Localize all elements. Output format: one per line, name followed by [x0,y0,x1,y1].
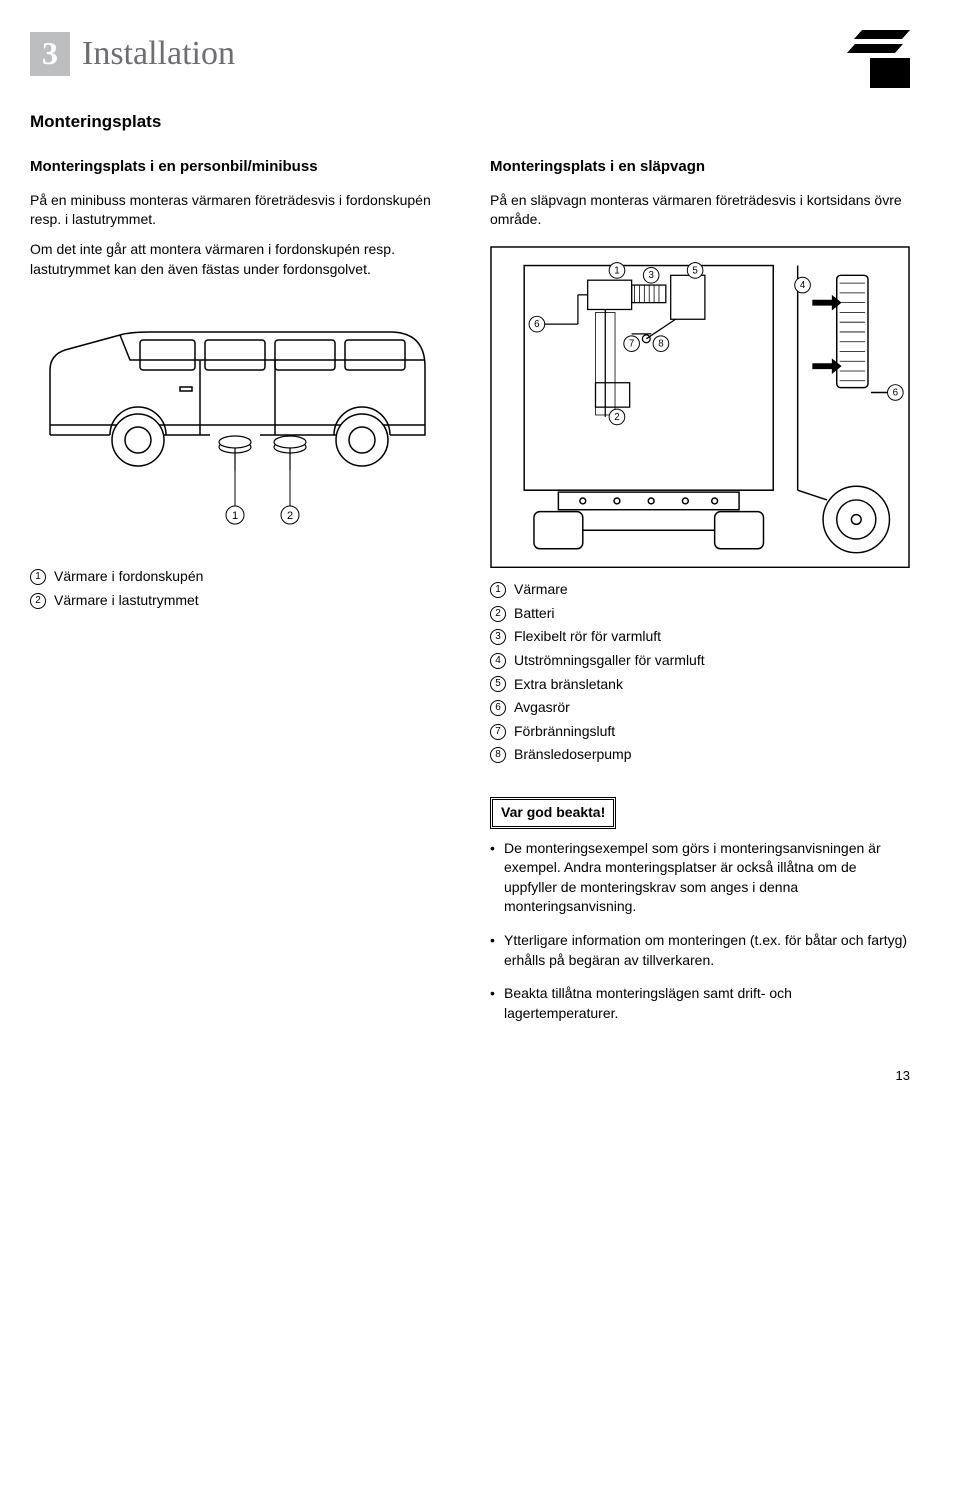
legend-item: 8 Bränsledoserpump [490,745,910,765]
legend-label: Värmare i lastutrymmet [54,591,199,611]
svg-text:7: 7 [629,339,634,350]
legend-item: 2 Batteri [490,604,910,624]
legend-number: 7 [490,724,506,740]
notice-bullets: De monteringsexempel som görs i monterin… [490,839,910,1024]
svg-text:5: 5 [692,265,698,276]
chapter-title: Installation [82,30,235,78]
legend-number: 4 [490,653,506,669]
bullet-item: Ytterligare information om monteringen (… [490,931,910,970]
legend-item: 4 Utströmningsgaller för varmluft [490,651,910,671]
legend-label: Förbränningsluft [514,722,615,742]
legend-item: 2 Värmare i lastutrymmet [30,591,450,611]
legend-item: 5 Extra bränsletank [490,675,910,695]
chapter-number: 3 [30,32,70,76]
legend-label: Batteri [514,604,554,624]
svg-text:8: 8 [658,339,663,350]
legend-label: Bränsledoserpump [514,745,632,765]
legend-label: Avgasrör [514,698,570,718]
right-column: Monteringsplats i en släpvagn På en släp… [490,156,910,1038]
legend-item: 7 Förbränningsluft [490,722,910,742]
chapter-block: 3 Installation [30,30,235,78]
legend-number: 2 [490,606,506,622]
legend-number: 1 [490,582,506,598]
svg-text:6: 6 [534,319,539,330]
legend-label: Utströmningsgaller för varmluft [514,651,705,671]
minibus-diagram: 1 2 [30,295,450,555]
legend-number: 6 [490,700,506,716]
left-subheading: Monteringsplats i en personbil/minibuss [30,156,450,177]
left-para-1: På en minibuss monteras värmaren företrä… [30,191,450,230]
page-number: 13 [30,1067,910,1085]
left-column: Monteringsplats i en personbil/minibuss … [30,156,450,1038]
legend-item: 1 Värmare i fordonskupén [30,567,450,587]
legend-number: 3 [490,629,506,645]
legend-item: 6 Avgasrör [490,698,910,718]
svg-text:1: 1 [614,265,619,276]
svg-text:2: 2 [614,412,619,423]
svg-text:1: 1 [232,510,238,522]
legend-label: Värmare [514,580,568,600]
svg-text:6: 6 [893,387,898,398]
legend-number: 5 [490,676,506,692]
trailer-diagram: 1 2 3 4 5 6 6 7 8 [490,246,910,568]
legend-number: 2 [30,593,46,609]
right-para-1: På en släpvagn monteras värmaren företrä… [490,191,910,230]
legend-label: Flexibelt rör för varmluft [514,627,661,647]
svg-text:2: 2 [287,510,293,522]
left-legend: 1 Värmare i fordonskupén 2 Värmare i las… [30,567,450,610]
legend-number: 8 [490,747,506,763]
right-legend: 1 Värmare 2 Batteri 3 Flexibelt rör för var… [490,580,910,765]
section-heading: Monteringsplats [30,110,910,134]
left-para-2: Om det inte går att montera värmaren i f… [30,240,450,279]
notice-title: Var god beakta! [490,797,616,829]
legend-number: 1 [30,569,46,585]
page-header: 3 Installation [30,30,910,90]
legend-label: Värmare i fordonskupén [54,567,203,587]
brand-logo-icon [842,30,910,90]
bullet-item: De monteringsexempel som görs i monterin… [490,839,910,917]
legend-item: 1 Värmare [490,580,910,600]
svg-text:4: 4 [800,280,806,291]
bullet-item: Beakta tillåtna monteringslägen samt dri… [490,984,910,1023]
svg-text:3: 3 [648,270,653,281]
legend-label: Extra bränsletank [514,675,623,695]
two-column-layout: Monteringsplats i en personbil/minibuss … [30,156,910,1038]
legend-item: 3 Flexibelt rör för varmluft [490,627,910,647]
right-subheading: Monteringsplats i en släpvagn [490,156,910,177]
